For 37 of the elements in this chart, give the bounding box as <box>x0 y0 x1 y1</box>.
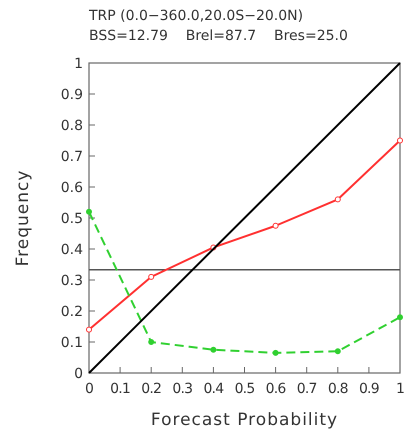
x-tick-label: 0.9 <box>358 381 379 397</box>
y-tick-label: 0.3 <box>60 273 83 289</box>
x-tick-label: 0.5 <box>234 381 254 397</box>
x-tick-label: 1 <box>396 381 404 397</box>
x-tick-label: 0.2 <box>141 381 162 397</box>
x-tick-label: 0.4 <box>203 381 224 397</box>
x-axis-title: Forecast Probability <box>150 410 338 430</box>
y-tick-label: 0.2 <box>60 304 83 320</box>
point <box>86 208 92 215</box>
point <box>334 348 341 354</box>
y-tick-label: 0.8 <box>60 118 83 134</box>
x-tick-label: 0.7 <box>296 381 317 397</box>
y-tick-label: 0 <box>74 366 83 382</box>
point <box>148 274 154 280</box>
x-tick-label: 0.8 <box>328 381 348 397</box>
y-tick-label: 0.1 <box>60 335 83 351</box>
y-tick-label: 1 <box>74 56 83 72</box>
y-tick-label: 0.4 <box>60 242 84 258</box>
y-axis-title: Frequency <box>13 170 33 266</box>
x-tick-label: 0.6 <box>266 381 286 397</box>
y-tick-label: 0.5 <box>60 211 83 227</box>
point <box>272 222 279 229</box>
y-tick-label: 0.6 <box>60 180 84 196</box>
chart-title: TRP (0.0−360.0,20.0S−20.0N) <box>88 8 304 24</box>
x-tick-label: 0.3 <box>172 381 192 397</box>
x-tick-label: 0 <box>84 381 94 397</box>
y-tick-label: 0.9 <box>60 87 83 103</box>
point <box>397 138 403 144</box>
point <box>397 314 403 320</box>
chart-subtitle: BSS=12.79 Brel=87.7 Bres=25.0 <box>89 28 348 44</box>
point <box>210 346 216 353</box>
y-tick-label: 0.7 <box>60 149 83 165</box>
point <box>148 339 154 345</box>
point <box>272 350 279 356</box>
point <box>334 196 341 202</box>
point <box>86 326 92 333</box>
x-tick-label: 0.1 <box>110 381 130 397</box>
